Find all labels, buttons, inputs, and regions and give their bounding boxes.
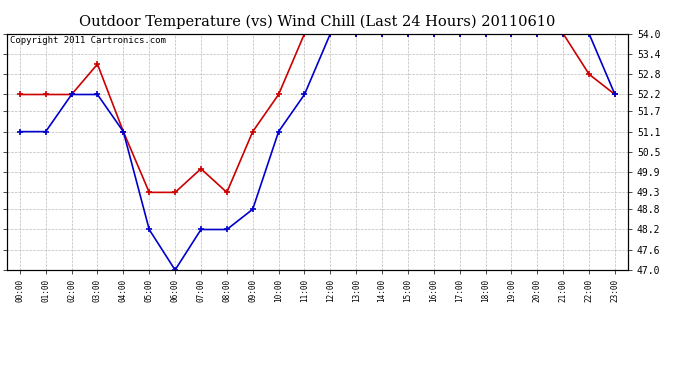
Text: Copyright 2011 Cartronics.com: Copyright 2011 Cartronics.com <box>10 36 166 45</box>
Text: Outdoor Temperature (vs) Wind Chill (Last 24 Hours) 20110610: Outdoor Temperature (vs) Wind Chill (Las… <box>79 15 555 29</box>
